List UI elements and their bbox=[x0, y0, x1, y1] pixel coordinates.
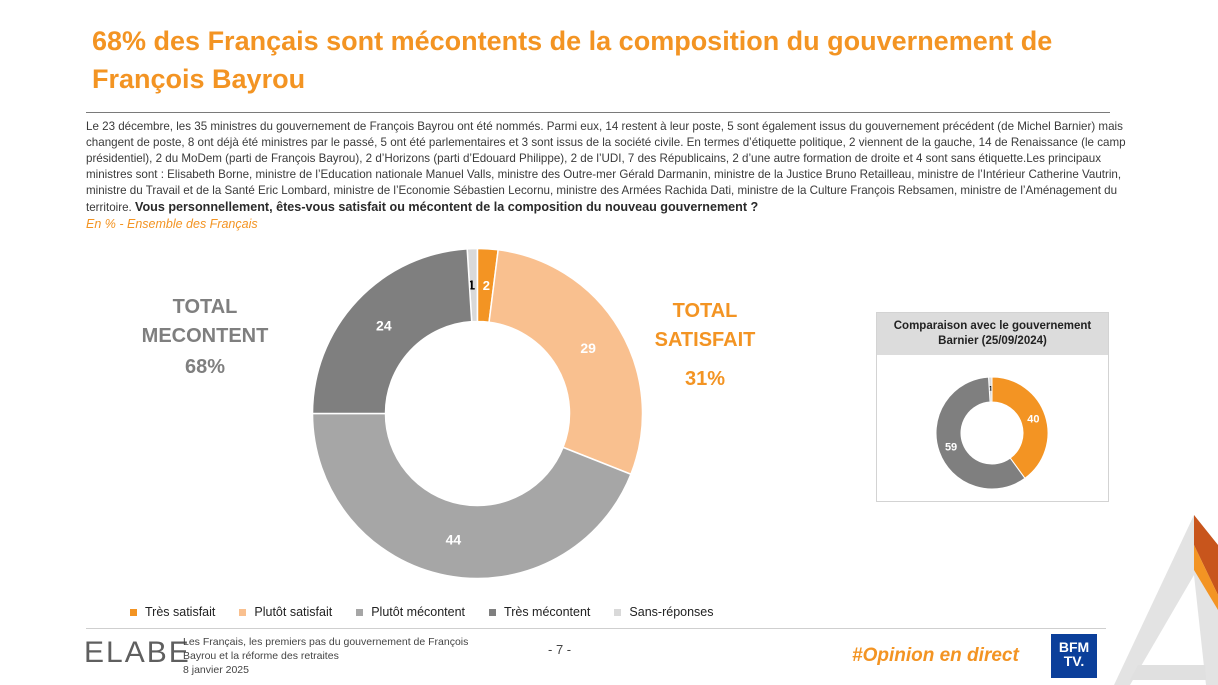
main-donut-label-4: 24 bbox=[376, 318, 392, 334]
legend-swatch bbox=[239, 608, 247, 616]
legend-item-1: Très satisfait bbox=[130, 605, 215, 619]
elabe-logo: ELABE bbox=[84, 636, 191, 670]
main-donut-label-1: 2 bbox=[483, 278, 490, 293]
legend-swatch bbox=[614, 608, 622, 616]
main-donut-slice-4 bbox=[311, 248, 473, 415]
total-satisfait: TOTAL SATISFAIT 31% bbox=[630, 297, 780, 394]
comparison-panel: Comparaison avec le gouvernement Barnier… bbox=[876, 312, 1109, 502]
legend-label: Plutôt satisfait bbox=[254, 605, 333, 619]
footer-study-title: Les Français, les premiers pas du gouver… bbox=[183, 636, 469, 662]
legend-swatch bbox=[130, 608, 137, 616]
legend-item-4: Très mécontent bbox=[489, 605, 590, 619]
legend-swatch bbox=[356, 608, 364, 616]
elabe-logo-text: ELABE bbox=[84, 636, 191, 669]
bfmtv-logo-line2: TV. bbox=[1063, 653, 1085, 669]
main-donut-slice-3 bbox=[311, 412, 632, 580]
legend-label: Plutôt mécontent bbox=[371, 605, 466, 619]
sample-base: En % - Ensemble des Français bbox=[86, 217, 258, 231]
chart-legend: Très satisfait Plutôt satisfait Plutôt méc… bbox=[130, 605, 738, 619]
bfmtv-logo-line1: BFM bbox=[1058, 639, 1090, 655]
legend-item-5: Sans-réponses bbox=[614, 605, 714, 619]
hashtag: #Opinion en direct bbox=[852, 645, 1019, 666]
bfmtv-logo: BFM TV. bbox=[1051, 634, 1097, 678]
legend-item-2: Plutôt satisfait bbox=[239, 605, 332, 619]
decorative-a-shape bbox=[1114, 515, 1218, 685]
comp-donut-label-3: 1 bbox=[989, 387, 993, 393]
total-mecontent-value: 68% bbox=[184, 356, 226, 378]
intro-text: Le 23 décembre, les 35 ministres du gouv… bbox=[86, 119, 1146, 216]
legend-label: Sans-réponses bbox=[629, 605, 714, 619]
footer-date: 8 janvier 2025 bbox=[183, 664, 249, 676]
legend-label: Très mécontent bbox=[504, 605, 591, 619]
legend-label: Très satisfait bbox=[145, 605, 216, 619]
comp-donut-slice-2 bbox=[935, 376, 1026, 490]
comparison-title: Comparaison avec le gouvernement Barnier… bbox=[877, 313, 1108, 355]
comp-donut-slice-1 bbox=[991, 376, 1049, 480]
main-donut-label-2: 29 bbox=[580, 340, 596, 356]
total-satisfait-label: TOTAL SATISFAIT bbox=[654, 300, 756, 351]
total-mecontent-label: TOTAL MECONTENT bbox=[141, 296, 269, 347]
total-mecontent: TOTAL MECONTENT 68% bbox=[120, 293, 290, 382]
footer-study: Les Français, les premiers pas du gouver… bbox=[183, 635, 503, 677]
page-title: 68% des Français sont mécontents de la c… bbox=[92, 26, 1053, 94]
comparison-donut-chart: 1 40 59 bbox=[935, 376, 1049, 490]
legend-item-3: Plutôt mécontent bbox=[356, 605, 465, 619]
page-number: - 7 - bbox=[548, 642, 572, 657]
title-divider bbox=[86, 112, 1110, 113]
intro-context: Le 23 décembre, les 35 ministres du gouv… bbox=[86, 120, 1126, 214]
main-donut-chart: 1 2 29 44 24 bbox=[311, 247, 644, 580]
comp-donut-label-2: 59 bbox=[945, 442, 957, 454]
footer-divider bbox=[86, 628, 1106, 629]
main-donut-label-3: 44 bbox=[446, 532, 462, 548]
comp-donut-label-1: 40 bbox=[1027, 414, 1039, 426]
main-donut-label-5: 1 bbox=[468, 278, 475, 293]
total-satisfait-value: 31% bbox=[684, 368, 726, 390]
legend-swatch bbox=[489, 608, 497, 616]
survey-question: Vous personnellement, êtes-vous satisfai… bbox=[134, 200, 759, 214]
main-donut-slice-2 bbox=[488, 248, 644, 476]
